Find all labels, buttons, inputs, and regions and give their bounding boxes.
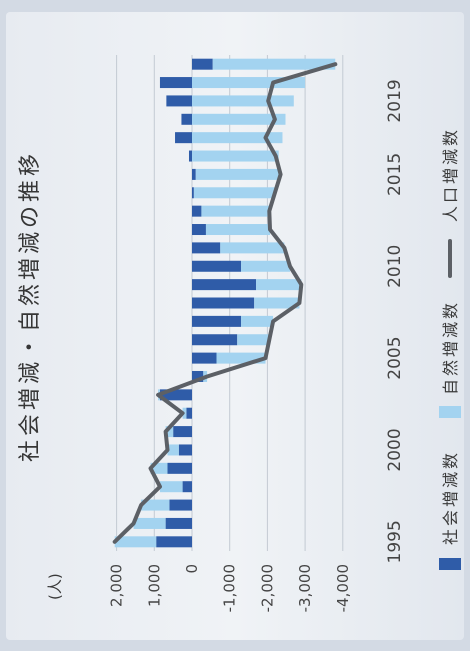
bar-social-change-2008 xyxy=(192,297,255,309)
bar-social-change-2013 xyxy=(192,205,202,217)
bar-social-change-2005 xyxy=(192,352,217,364)
x-tick-label: 1995 xyxy=(385,520,405,563)
legend-label-social-change: 社会増減数 xyxy=(441,450,460,545)
legend-item-population-change: 人口増減数 xyxy=(441,127,460,278)
bar-social-change-1996 xyxy=(165,517,192,529)
bar-natural-change-2007 xyxy=(241,315,274,327)
bar-natural-change-2015 xyxy=(195,168,281,180)
legend-swatch-social-change xyxy=(439,558,461,570)
bar-social-change-2017 xyxy=(175,132,193,144)
bar-social-change-2007 xyxy=(192,315,242,327)
bar-social-change-1999 xyxy=(167,462,192,474)
bar-natural-change-2017 xyxy=(192,132,283,144)
legend: 社会増減数 自然増減数 人口増減数 xyxy=(439,127,461,570)
y-tick-label: -4,000 xyxy=(334,564,352,612)
x-tick-label: 2015 xyxy=(385,153,405,196)
stacked-bars xyxy=(114,58,336,548)
bar-social-change-2009 xyxy=(192,279,257,291)
legend-label-natural-change: 自然増減数 xyxy=(441,300,460,395)
bar-natural-change-2009 xyxy=(256,279,302,291)
x-tick-label: 2005 xyxy=(385,336,405,379)
bar-natural-change-2010 xyxy=(241,260,291,272)
bar-social-change-2014 xyxy=(192,187,194,199)
series-line-population-change xyxy=(112,62,338,544)
bar-natural-change-2011 xyxy=(220,242,285,254)
bar-social-change-2012 xyxy=(192,224,206,236)
bar-social-change-2001 xyxy=(173,426,192,438)
bar-social-change-1998 xyxy=(182,481,192,493)
line-series xyxy=(112,62,338,544)
bar-social-change-2011 xyxy=(192,242,221,254)
x-axis-tick-labels: 1995 2000 2005 2010 2015 2019 xyxy=(385,79,405,563)
bar-social-change-2019 xyxy=(166,95,192,107)
y-tick-label: -1,000 xyxy=(221,564,239,612)
legend-label-population-change: 人口増減数 xyxy=(441,127,460,222)
bar-social-change-2018 xyxy=(181,113,192,125)
bar-natural-change-2000 xyxy=(167,444,179,456)
bar-natural-change-1996 xyxy=(133,517,166,529)
bar-natural-change-1995 xyxy=(114,536,157,548)
bar-natural-change-2016 xyxy=(192,150,279,162)
bar-social-change-2002 xyxy=(186,407,193,419)
rotated-chart: 社会増減・自然増減の推移 (人) 2,000 1,000 0 -1,000 -2,000… xyxy=(18,55,461,612)
bar-natural-change-2012 xyxy=(205,224,271,236)
bar-social-change-2006 xyxy=(192,334,238,346)
bar-social-change-2021 xyxy=(192,58,213,70)
bar-social-change-2020 xyxy=(159,77,192,89)
bar-social-change-2010 xyxy=(192,260,242,272)
x-tick-label: 2000 xyxy=(385,428,405,471)
y-tick-label: 0 xyxy=(183,564,201,574)
chart-title: 社会増減・自然増減の推移 xyxy=(18,150,43,462)
bar-social-change-2000 xyxy=(178,444,192,456)
bar-social-change-1997 xyxy=(169,499,193,511)
legend-swatch-natural-change xyxy=(439,406,461,418)
bar-natural-change-2013 xyxy=(201,205,270,217)
bar-natural-change-2018 xyxy=(192,113,286,125)
y-axis-tick-labels: 2,000 1,000 0 -1,000 -2,000 -3,000 -4,000 xyxy=(108,564,352,612)
bar-social-change-2016 xyxy=(188,150,192,162)
bar-natural-change-1997 xyxy=(141,499,170,511)
x-tick-label: 2010 xyxy=(385,245,405,288)
bar-natural-change-2019 xyxy=(192,95,294,107)
bar-social-change-2015 xyxy=(192,168,196,180)
y-tick-label: 1,000 xyxy=(145,564,163,607)
legend-item-social-change: 社会増減数 xyxy=(439,450,461,570)
bar-natural-change-2006 xyxy=(237,334,270,346)
y-tick-label: -2,000 xyxy=(258,564,276,612)
bar-natural-change-2014 xyxy=(193,187,275,199)
y-tick-label: -3,000 xyxy=(296,564,314,612)
y-axis-unit: (人) xyxy=(46,573,64,600)
legend-item-natural-change: 自然増減数 xyxy=(439,300,461,418)
bar-social-change-1995 xyxy=(156,536,192,548)
y-tick-label: 2,000 xyxy=(108,564,126,607)
x-tick-label: 2019 xyxy=(385,79,405,122)
bar-natural-change-2021 xyxy=(212,58,336,70)
bar-natural-change-2008 xyxy=(254,297,300,309)
bar-natural-change-1998 xyxy=(159,481,183,493)
